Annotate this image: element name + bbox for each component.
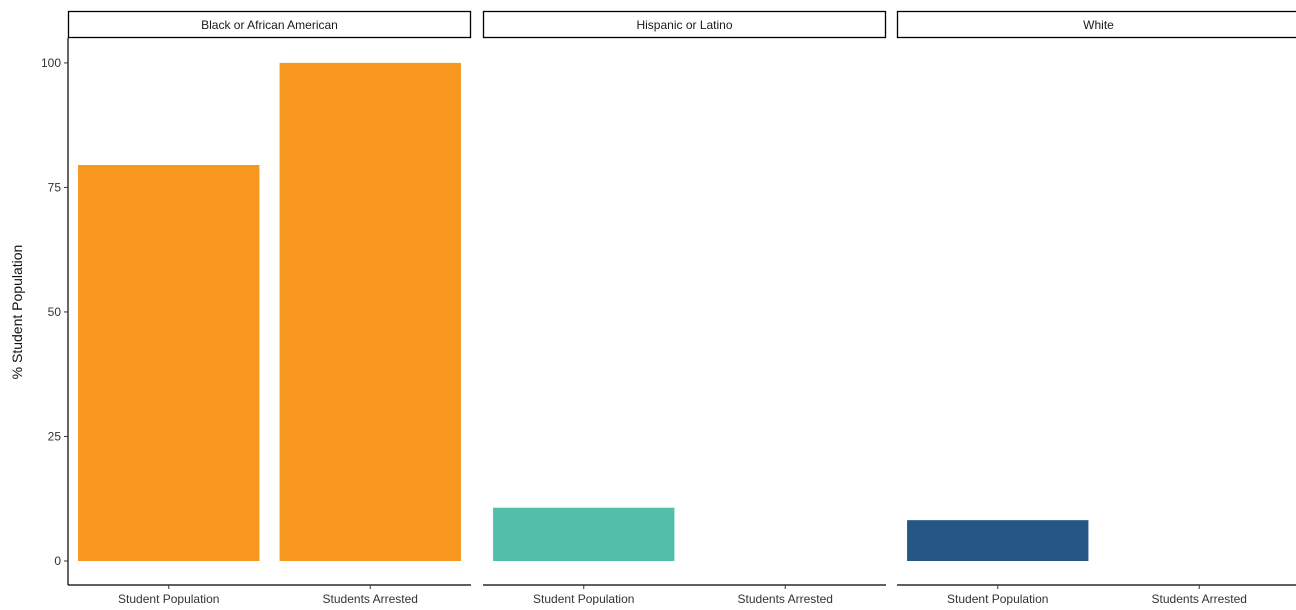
y-tick-label: 75 (48, 180, 62, 194)
y-tick-label: 25 (48, 429, 62, 443)
y-tick-label: 100 (41, 56, 61, 70)
bar (493, 508, 674, 561)
facet-strip-label: Hispanic or Latino (636, 18, 732, 32)
x-tick-label: Students Arrested (738, 592, 833, 605)
panel-white: White Student Population Students Arrested (897, 12, 1296, 606)
bar (78, 165, 259, 561)
x-tick-label: Student Population (533, 592, 634, 605)
y-tick-label: 50 (48, 305, 62, 319)
panel-hispanic-or-latino: Hispanic or Latino Student Population Stud… (483, 12, 886, 606)
facet-strip-label: White (1083, 18, 1114, 32)
bar (280, 63, 461, 561)
y-axis-title: % Student Population (9, 245, 25, 380)
facet-strip-label: Black or African American (201, 18, 338, 32)
panel-black-or-african-american: Black or African American Student Populat… (68, 12, 471, 606)
x-tick-label: Student Population (947, 592, 1048, 605)
x-tick-label: Student Population (118, 592, 219, 605)
x-tick-label: Students Arrested (1152, 592, 1247, 605)
x-tick-label: Students Arrested (323, 592, 418, 605)
panels-layer: 0 25 50 75 100 Black or African American Stude… (41, 12, 1296, 606)
bar (907, 520, 1088, 561)
y-tick-label: 0 (54, 554, 61, 568)
